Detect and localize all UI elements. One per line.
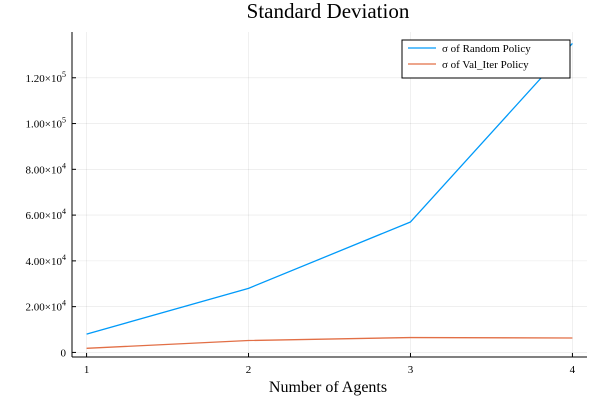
series-line-random-policy [86, 43, 573, 335]
y-tick-label: 6.00×104 [26, 207, 66, 222]
y-tick-label: 2.00×104 [26, 299, 66, 314]
y-tick-label: 1.00×105 [26, 116, 66, 131]
x-tick-label: 4 [570, 364, 576, 376]
legend-label: σ of Val_Iter Policy [442, 59, 529, 71]
series-line-val-iter-policy [86, 336, 573, 349]
series-lines [86, 43, 573, 349]
axes [71, 32, 587, 358]
chart-title: Standard Deviation [247, 0, 410, 23]
x-tick-label: 1 [84, 364, 90, 376]
y-tick-label: 4.00×104 [26, 253, 66, 268]
legend-label: σ of Random Policy [442, 43, 531, 55]
legend-box [401, 39, 571, 79]
x-tick-label: 2 [246, 364, 252, 376]
grid-lines [72, 32, 587, 357]
x-tick-label: 3 [408, 364, 414, 376]
x-axis-label: Number of Agents [269, 379, 387, 396]
y-tick-label: 8.00×104 [26, 161, 66, 176]
legend: σ of Random Policy σ of Val_Iter Policy [401, 39, 571, 79]
y-tick-label: 1.20×105 [26, 70, 66, 85]
tick-labels: 1 2 3 4 0 2.00×104 4.00×104 6.00×104 8.00×104 1.0… [26, 70, 576, 376]
y-tick-label: 0 [61, 347, 67, 359]
